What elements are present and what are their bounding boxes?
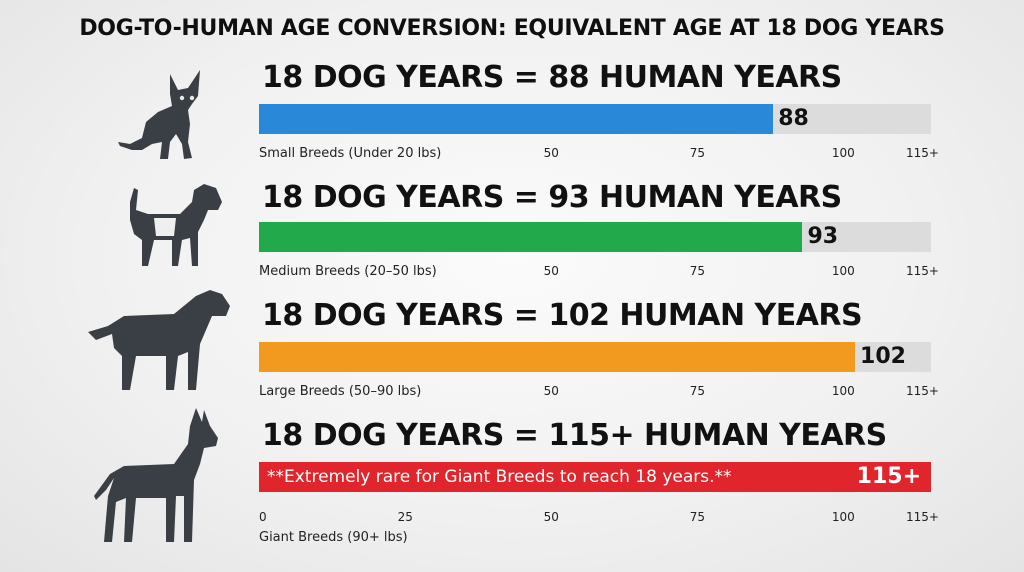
bar-value-label: 115+ (856, 464, 921, 489)
axis-tick-label: 115+ (906, 146, 939, 160)
bar-fill (259, 462, 931, 492)
bar-value-label: 93 (807, 224, 839, 249)
axis-tick-label: 75 (689, 510, 706, 524)
axis-tick-label: 100 (831, 146, 855, 160)
axis-tick-label: 100 (831, 384, 855, 398)
bar-fill (259, 222, 803, 252)
category-label: Medium Breeds (20–50 lbs) (259, 264, 437, 279)
bar-note: **Extremely rare for Giant Breeds to rea… (267, 467, 732, 487)
axis-tick-label: 0 (259, 510, 267, 524)
category-label: Small Breeds (Under 20 lbs) (259, 146, 442, 161)
row-heading: 18 DOG YEARS = 115+ HUMAN YEARS (262, 418, 887, 453)
category-label: Large Breeds (50–90 lbs) (259, 384, 422, 399)
bar-track: 88 (259, 104, 931, 134)
axis-tick-label: 75 (689, 264, 706, 278)
axis-tick-label: 50 (543, 384, 559, 398)
axis-tick-label: 50 (543, 510, 559, 524)
axis-tick-label: 100 (831, 264, 855, 278)
axis-tick-label: 50 (543, 146, 559, 160)
beagle-icon (130, 184, 222, 266)
axis-tick-label: 115+ (906, 510, 939, 524)
axis-tick-label: 25 (397, 510, 413, 524)
chihuahua-icon (118, 70, 200, 159)
bar-fill (259, 104, 774, 134)
axis-tick-label: 50 (543, 264, 559, 278)
axis-tick-label: 75 (689, 146, 706, 160)
bar-track: 93 (259, 222, 931, 252)
row-heading: 18 DOG YEARS = 88 HUMAN YEARS (262, 60, 842, 95)
axis-tick-label: 75 (689, 384, 706, 398)
chart-title: DOG-TO-HUMAN AGE CONVERSION: EQUIVALENT … (79, 16, 945, 41)
bar-value-label: 88 (778, 106, 809, 131)
bar-track: 102 (259, 342, 931, 372)
bar-fill (259, 342, 856, 372)
bar-value-label: 102 (860, 344, 906, 369)
axis-tick-label: 115+ (906, 384, 939, 398)
category-label: Giant Breeds (90+ lbs) (259, 530, 408, 545)
row-heading: 18 DOG YEARS = 93 HUMAN YEARS (262, 180, 842, 215)
bar-track: **Extremely rare for Giant Breeds to rea… (259, 462, 931, 492)
axis-tick-label: 115+ (906, 264, 939, 278)
great-dane-icon (94, 408, 218, 542)
axis-tick-label: 100 (831, 510, 855, 524)
labrador-icon (88, 290, 230, 390)
row-heading: 18 DOG YEARS = 102 HUMAN YEARS (262, 298, 863, 333)
